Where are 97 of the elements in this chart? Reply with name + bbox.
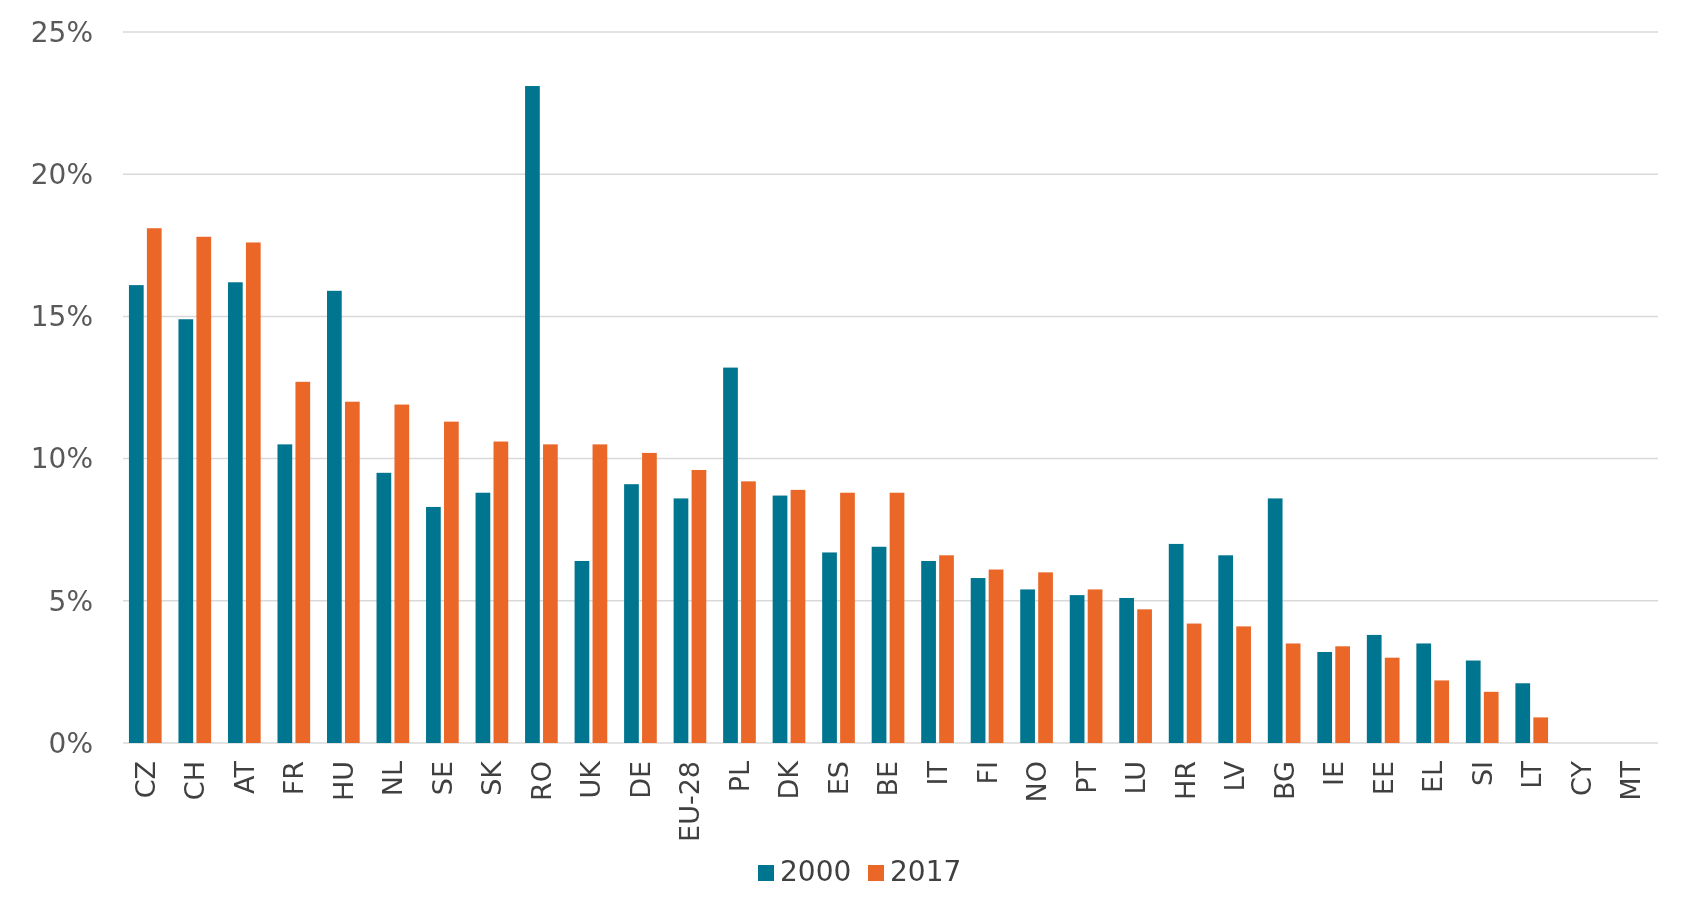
bar [970, 578, 986, 743]
x-tick-label: CZ [129, 761, 161, 799]
x-tick-label: LU [1120, 761, 1152, 795]
bar [1186, 623, 1202, 743]
x-tick-label: MT [1615, 760, 1647, 801]
x-tick-label: NL [377, 761, 409, 797]
bar [344, 401, 360, 743]
bar [741, 481, 756, 743]
bar [128, 285, 144, 743]
bar [822, 552, 837, 743]
bar [1465, 660, 1481, 743]
x-tick-label: AT [228, 760, 260, 794]
bar [1168, 543, 1184, 743]
x-tick-label: HR [1169, 761, 1201, 801]
bar [1515, 683, 1531, 743]
x-tick-label: SI [1466, 761, 1498, 787]
x-tick-label: NO [1021, 761, 1053, 803]
bar [1218, 555, 1234, 743]
bar [871, 546, 887, 743]
bar [376, 472, 392, 743]
bar [673, 498, 689, 743]
x-tick-label: EL [1417, 761, 1449, 794]
bar [277, 444, 293, 743]
bar [1317, 651, 1333, 743]
bar [394, 404, 410, 743]
bar [1236, 626, 1251, 743]
y-tick-label: 20% [30, 158, 93, 191]
bar [227, 282, 243, 743]
x-tick-label: UK [575, 759, 607, 799]
x-tick-label: EU-28 [674, 761, 706, 842]
y-tick-label: 25% [30, 15, 93, 49]
y-tick-label: 10% [30, 442, 93, 476]
bar [691, 469, 707, 743]
legend-label: 2000 [780, 855, 852, 888]
x-tick-label: EE [1367, 761, 1399, 796]
x-tick-label: LT [1516, 760, 1548, 789]
legend-label: 2017 [890, 855, 962, 888]
y-tick-label: 5% [48, 584, 93, 618]
bar [790, 489, 806, 743]
x-tick-label: HU [327, 761, 359, 802]
bar [1020, 589, 1035, 743]
x-tick-label: SE [426, 761, 458, 796]
bar [1416, 643, 1432, 743]
bar [475, 492, 491, 743]
bar [327, 290, 342, 743]
bar [1285, 643, 1301, 743]
bar [1533, 717, 1549, 743]
x-tick-label: FI [971, 761, 1003, 785]
bar [939, 555, 954, 743]
x-tick-label: PL [723, 761, 755, 793]
bar [1038, 572, 1053, 743]
bar [1434, 680, 1450, 743]
x-tick-label: PT [1070, 760, 1102, 794]
bar [1483, 691, 1499, 743]
bar [1137, 609, 1152, 743]
x-tick-label: DE [624, 761, 656, 799]
bar [574, 560, 590, 743]
x-tick-label: FR [278, 761, 310, 796]
bar [525, 86, 540, 743]
bar [1335, 646, 1351, 743]
x-tick-label: IT [921, 760, 953, 786]
bar [295, 381, 311, 743]
bar [840, 492, 855, 743]
bar [988, 569, 1004, 743]
bar [426, 506, 441, 743]
bar [592, 444, 608, 743]
bar [146, 228, 162, 743]
y-tick-label: 15% [30, 300, 93, 334]
x-tick-label: LV [1219, 760, 1251, 792]
bar [1087, 589, 1103, 743]
x-tick-label: ES [822, 761, 854, 796]
x-tick-label: IE [1318, 761, 1350, 787]
bar [624, 484, 639, 743]
x-tick-label: BG [1268, 761, 1300, 800]
bar [889, 492, 905, 743]
x-tick-label: BE [872, 761, 904, 797]
bar [723, 367, 738, 743]
bar [1069, 595, 1085, 743]
bar [178, 319, 194, 743]
bar [1119, 597, 1134, 743]
bar [921, 560, 936, 743]
x-tick-label: SK [476, 759, 508, 796]
bar [444, 421, 459, 743]
bar [1267, 498, 1283, 743]
y-tick-label: 0% [48, 726, 93, 760]
x-tick-label: RO [525, 761, 557, 802]
x-tick-label: DK [773, 759, 805, 800]
bar [543, 444, 558, 743]
bar [642, 452, 657, 743]
bar [772, 495, 788, 743]
x-tick-label: CY [1565, 760, 1597, 796]
bar [196, 236, 212, 743]
bar [245, 242, 261, 743]
bar [1366, 634, 1382, 743]
bar [493, 441, 509, 743]
bar [1384, 657, 1400, 743]
x-tick-label: CH [179, 761, 211, 801]
